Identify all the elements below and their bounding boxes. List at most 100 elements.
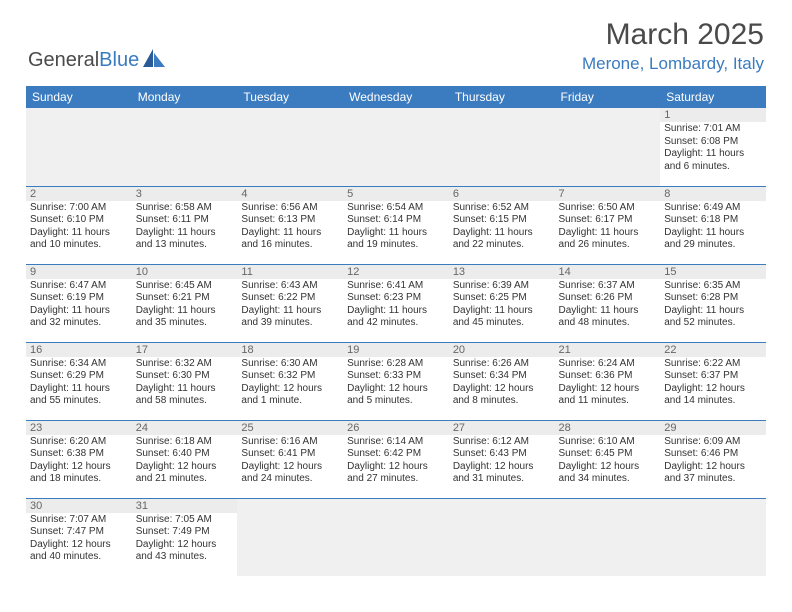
day-info: Sunrise: 6:50 AMSunset: 6:17 PMDaylight:… (559, 202, 657, 252)
day-number: 8 (660, 187, 766, 201)
sunset: Sunset: 6:37 PM (664, 370, 762, 383)
daylight: Daylight: 11 hours and 29 minutes. (664, 227, 762, 252)
day-cell: 13Sunrise: 6:39 AMSunset: 6:25 PMDayligh… (449, 264, 555, 342)
sunrise: Sunrise: 6:22 AM (664, 358, 762, 371)
day-cell: 18Sunrise: 6:30 AMSunset: 6:32 PMDayligh… (237, 342, 343, 420)
day-info: Sunrise: 6:28 AMSunset: 6:33 PMDaylight:… (347, 358, 445, 408)
day-info: Sunrise: 6:14 AMSunset: 6:42 PMDaylight:… (347, 436, 445, 486)
day-info: Sunrise: 6:18 AMSunset: 6:40 PMDaylight:… (136, 436, 234, 486)
sunrise: Sunrise: 6:45 AM (136, 280, 234, 293)
sunset: Sunset: 6:23 PM (347, 292, 445, 305)
sunset: Sunset: 6:30 PM (136, 370, 234, 383)
daylight: Daylight: 11 hours and 42 minutes. (347, 305, 445, 330)
daylight: Daylight: 12 hours and 43 minutes. (136, 539, 234, 564)
day-number: 30 (26, 499, 132, 513)
daylight: Daylight: 12 hours and 21 minutes. (136, 461, 234, 486)
sunrise: Sunrise: 6:10 AM (559, 436, 657, 449)
daylight: Daylight: 11 hours and 22 minutes. (453, 227, 551, 252)
day-info: Sunrise: 7:01 AMSunset: 6:08 PMDaylight:… (664, 123, 762, 173)
daylight: Daylight: 12 hours and 18 minutes. (30, 461, 128, 486)
sunset: Sunset: 6:40 PM (136, 448, 234, 461)
day-number: 13 (449, 265, 555, 279)
day-cell: 10Sunrise: 6:45 AMSunset: 6:21 PMDayligh… (132, 264, 238, 342)
title-block: March 2025 Merone, Lombardy, Italy (582, 18, 764, 74)
sunrise: Sunrise: 6:24 AM (559, 358, 657, 371)
daylight: Daylight: 12 hours and 31 minutes. (453, 461, 551, 486)
day-number: 28 (555, 421, 661, 435)
day-number: 20 (449, 343, 555, 357)
location: Merone, Lombardy, Italy (582, 54, 764, 74)
daylight: Daylight: 12 hours and 5 minutes. (347, 383, 445, 408)
sunset: Sunset: 7:47 PM (30, 526, 128, 539)
logo-part2: Blue (99, 49, 139, 71)
sunset: Sunset: 6:36 PM (559, 370, 657, 383)
sunset: Sunset: 6:43 PM (453, 448, 551, 461)
week-row: 30Sunrise: 7:07 AMSunset: 7:47 PMDayligh… (26, 498, 766, 576)
sunrise: Sunrise: 6:12 AM (453, 436, 551, 449)
sunrise: Sunrise: 6:41 AM (347, 280, 445, 293)
day-cell: 11Sunrise: 6:43 AMSunset: 6:22 PMDayligh… (237, 264, 343, 342)
sunset: Sunset: 6:18 PM (664, 214, 762, 227)
day-cell: 25Sunrise: 6:16 AMSunset: 6:41 PMDayligh… (237, 420, 343, 498)
day-info: Sunrise: 6:49 AMSunset: 6:18 PMDaylight:… (664, 202, 762, 252)
sunrise: Sunrise: 6:37 AM (559, 280, 657, 293)
day-cell: 4Sunrise: 6:56 AMSunset: 6:13 PMDaylight… (237, 186, 343, 264)
day-info: Sunrise: 6:37 AMSunset: 6:26 PMDaylight:… (559, 280, 657, 330)
day-info: Sunrise: 6:30 AMSunset: 6:32 PMDaylight:… (241, 358, 339, 408)
day-number: 3 (132, 187, 238, 201)
day-cell: 8Sunrise: 6:49 AMSunset: 6:18 PMDaylight… (660, 186, 766, 264)
daylight: Daylight: 11 hours and 26 minutes. (559, 227, 657, 252)
header: GeneralBlue March 2025 Merone, Lombardy,… (0, 0, 792, 80)
day-info: Sunrise: 6:22 AMSunset: 6:37 PMDaylight:… (664, 358, 762, 408)
sunset: Sunset: 6:32 PM (241, 370, 339, 383)
calendar-table: Sunday Monday Tuesday Wednesday Thursday… (26, 86, 766, 576)
sunset: Sunset: 6:19 PM (30, 292, 128, 305)
daylight: Daylight: 11 hours and 52 minutes. (664, 305, 762, 330)
sunset: Sunset: 6:45 PM (559, 448, 657, 461)
logo-text: GeneralBlue (28, 49, 139, 72)
day-number: 31 (132, 499, 238, 513)
daylight: Daylight: 12 hours and 40 minutes. (30, 539, 128, 564)
sunset: Sunset: 6:13 PM (241, 214, 339, 227)
day-cell: 24Sunrise: 6:18 AMSunset: 6:40 PMDayligh… (132, 420, 238, 498)
sunrise: Sunrise: 6:54 AM (347, 202, 445, 215)
sunrise: Sunrise: 7:01 AM (664, 123, 762, 136)
week-row: 23Sunrise: 6:20 AMSunset: 6:38 PMDayligh… (26, 420, 766, 498)
week-row: 16Sunrise: 6:34 AMSunset: 6:29 PMDayligh… (26, 342, 766, 420)
day-number: 11 (237, 265, 343, 279)
daylight: Daylight: 11 hours and 13 minutes. (136, 227, 234, 252)
day-number: 2 (26, 187, 132, 201)
day-number: 23 (26, 421, 132, 435)
sunset: Sunset: 6:33 PM (347, 370, 445, 383)
day-info: Sunrise: 6:52 AMSunset: 6:15 PMDaylight:… (453, 202, 551, 252)
day-cell: 17Sunrise: 6:32 AMSunset: 6:30 PMDayligh… (132, 342, 238, 420)
sunset: Sunset: 6:29 PM (30, 370, 128, 383)
day-info: Sunrise: 6:12 AMSunset: 6:43 PMDaylight:… (453, 436, 551, 486)
daylight: Daylight: 12 hours and 1 minute. (241, 383, 339, 408)
day-info: Sunrise: 6:35 AMSunset: 6:28 PMDaylight:… (664, 280, 762, 330)
weekday-wed: Wednesday (343, 86, 449, 108)
day-number: 16 (26, 343, 132, 357)
day-cell: 1Sunrise: 7:01 AMSunset: 6:08 PMDaylight… (660, 108, 766, 186)
sunrise: Sunrise: 6:50 AM (559, 202, 657, 215)
day-cell (343, 108, 449, 186)
day-number: 4 (237, 187, 343, 201)
day-cell: 6Sunrise: 6:52 AMSunset: 6:15 PMDaylight… (449, 186, 555, 264)
sunset: Sunset: 6:15 PM (453, 214, 551, 227)
day-info: Sunrise: 6:32 AMSunset: 6:30 PMDaylight:… (136, 358, 234, 408)
daylight: Daylight: 11 hours and 35 minutes. (136, 305, 234, 330)
day-cell (26, 108, 132, 186)
sunset: Sunset: 7:49 PM (136, 526, 234, 539)
week-row: 9Sunrise: 6:47 AMSunset: 6:19 PMDaylight… (26, 264, 766, 342)
sail-icon (141, 47, 167, 74)
sunset: Sunset: 6:17 PM (559, 214, 657, 227)
day-cell: 16Sunrise: 6:34 AMSunset: 6:29 PMDayligh… (26, 342, 132, 420)
sunrise: Sunrise: 6:47 AM (30, 280, 128, 293)
day-cell: 15Sunrise: 6:35 AMSunset: 6:28 PMDayligh… (660, 264, 766, 342)
day-number: 26 (343, 421, 449, 435)
sunrise: Sunrise: 6:20 AM (30, 436, 128, 449)
day-info: Sunrise: 6:54 AMSunset: 6:14 PMDaylight:… (347, 202, 445, 252)
day-cell (237, 108, 343, 186)
sunrise: Sunrise: 7:05 AM (136, 514, 234, 527)
day-cell (449, 108, 555, 186)
